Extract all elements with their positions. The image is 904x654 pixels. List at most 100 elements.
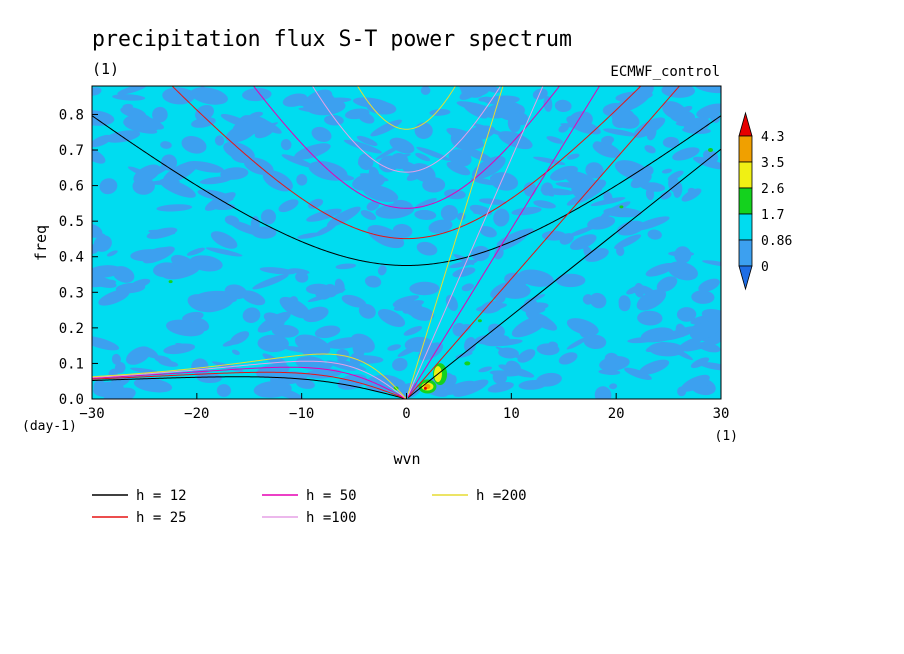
low-power-patch xyxy=(130,114,165,130)
low-power-patch xyxy=(387,344,402,351)
low-power-patch xyxy=(295,379,315,389)
low-power-patch xyxy=(566,153,580,160)
low-power-patch xyxy=(392,357,408,372)
dispersion-curve-kelvin xyxy=(407,86,601,397)
low-power-patch xyxy=(154,355,172,365)
low-power-patch xyxy=(536,372,562,387)
low-power-patch xyxy=(271,324,299,338)
low-power-patch xyxy=(647,229,662,240)
low-power-patch xyxy=(268,386,303,399)
low-power-patch xyxy=(701,308,721,326)
colorbar-label: 0.86 xyxy=(761,234,792,249)
low-power-patch xyxy=(603,128,637,137)
low-power-patch xyxy=(191,117,216,128)
low-power-patch xyxy=(283,345,315,354)
low-power-patch xyxy=(678,337,702,351)
low-power-patch xyxy=(477,86,501,93)
low-power-patch xyxy=(252,274,289,290)
low-power-patch xyxy=(205,247,243,257)
dispersion-curve-rossby xyxy=(92,376,407,399)
high-power-spot xyxy=(464,361,471,366)
low-power-patch xyxy=(186,161,224,173)
colorbar-label: 3.5 xyxy=(761,156,784,171)
low-power-patch xyxy=(112,94,146,101)
low-power-patch xyxy=(695,86,721,94)
low-power-patch xyxy=(498,347,519,359)
y-tick-label: 0.0 xyxy=(59,392,84,408)
low-power-patch xyxy=(618,295,631,310)
low-power-patch xyxy=(633,117,666,138)
low-power-patch xyxy=(415,153,431,162)
colorbar-label: 0 xyxy=(761,260,769,275)
low-power-patch xyxy=(550,165,578,181)
low-power-patch xyxy=(214,135,225,146)
low-power-patch xyxy=(490,281,518,299)
low-power-patch xyxy=(583,334,607,350)
low-power-patch xyxy=(479,225,497,238)
low-power-patch xyxy=(336,359,367,371)
low-power-patch xyxy=(186,247,205,256)
y-axis-label: freq xyxy=(32,225,50,261)
legend-entry: h = 25 xyxy=(136,510,187,526)
x-tick-label: −10 xyxy=(289,406,314,422)
dispersion-curve-kelvin xyxy=(407,148,721,399)
low-power-patch xyxy=(251,226,277,239)
x-axis: −30 −20 −10 0 10 20 30 xyxy=(79,393,729,422)
low-power-patch xyxy=(343,139,382,154)
low-power-patch xyxy=(404,301,423,316)
x-unit-label: (1) xyxy=(715,429,738,444)
low-power-patch xyxy=(697,342,721,353)
low-power-patch xyxy=(592,141,621,158)
low-power-patch xyxy=(533,200,556,209)
x-tick-label: −30 xyxy=(79,406,104,422)
low-power-patch xyxy=(546,136,564,144)
low-power-patch xyxy=(637,310,663,326)
low-power-patches xyxy=(92,86,721,399)
low-power-patch xyxy=(698,278,720,292)
low-power-patch xyxy=(352,340,365,358)
colorbar-bottom-triangle xyxy=(738,265,753,291)
low-power-patch xyxy=(492,370,507,385)
low-power-patch xyxy=(196,372,222,384)
low-power-patch xyxy=(314,325,341,339)
low-power-patch xyxy=(541,230,567,241)
low-power-patch xyxy=(582,294,594,305)
low-power-patch xyxy=(222,337,244,347)
low-power-patch xyxy=(548,341,559,348)
colorbar-segment xyxy=(738,161,753,189)
high-power-spot xyxy=(423,386,427,390)
low-power-patch xyxy=(609,383,618,390)
low-power-patch xyxy=(584,248,609,262)
low-power-patch xyxy=(675,120,702,127)
low-power-patch xyxy=(428,219,453,234)
low-power-patch xyxy=(645,342,667,352)
low-power-patch xyxy=(674,246,692,264)
low-power-patch xyxy=(517,349,536,363)
low-power-patch xyxy=(160,154,178,171)
y-tick-label: 0.8 xyxy=(59,107,84,123)
low-power-patch xyxy=(308,198,324,209)
low-power-patch xyxy=(242,307,261,323)
low-power-patch xyxy=(409,281,440,296)
low-power-patch xyxy=(570,234,597,250)
low-power-patch xyxy=(337,374,368,390)
low-power-patch xyxy=(698,361,721,371)
low-power-patch xyxy=(690,357,710,369)
low-power-patch xyxy=(448,149,472,167)
low-power-patch xyxy=(614,234,642,250)
low-power-patch xyxy=(496,228,534,246)
low-power-patch xyxy=(288,296,299,308)
chart-subtitle-right: ECMWF_control xyxy=(610,64,720,80)
low-power-patch xyxy=(604,352,619,365)
low-power-patch xyxy=(162,161,198,184)
low-power-patch xyxy=(364,275,382,288)
colorbar-label: 2.6 xyxy=(761,182,784,197)
low-power-patch xyxy=(192,318,210,332)
low-power-patch xyxy=(679,105,693,114)
x-tick-label: 10 xyxy=(503,406,520,422)
low-power-patch xyxy=(594,386,612,399)
dispersion-curves xyxy=(92,86,721,399)
y-tick-label: 0.6 xyxy=(59,179,84,195)
low-power-patch xyxy=(440,204,458,222)
